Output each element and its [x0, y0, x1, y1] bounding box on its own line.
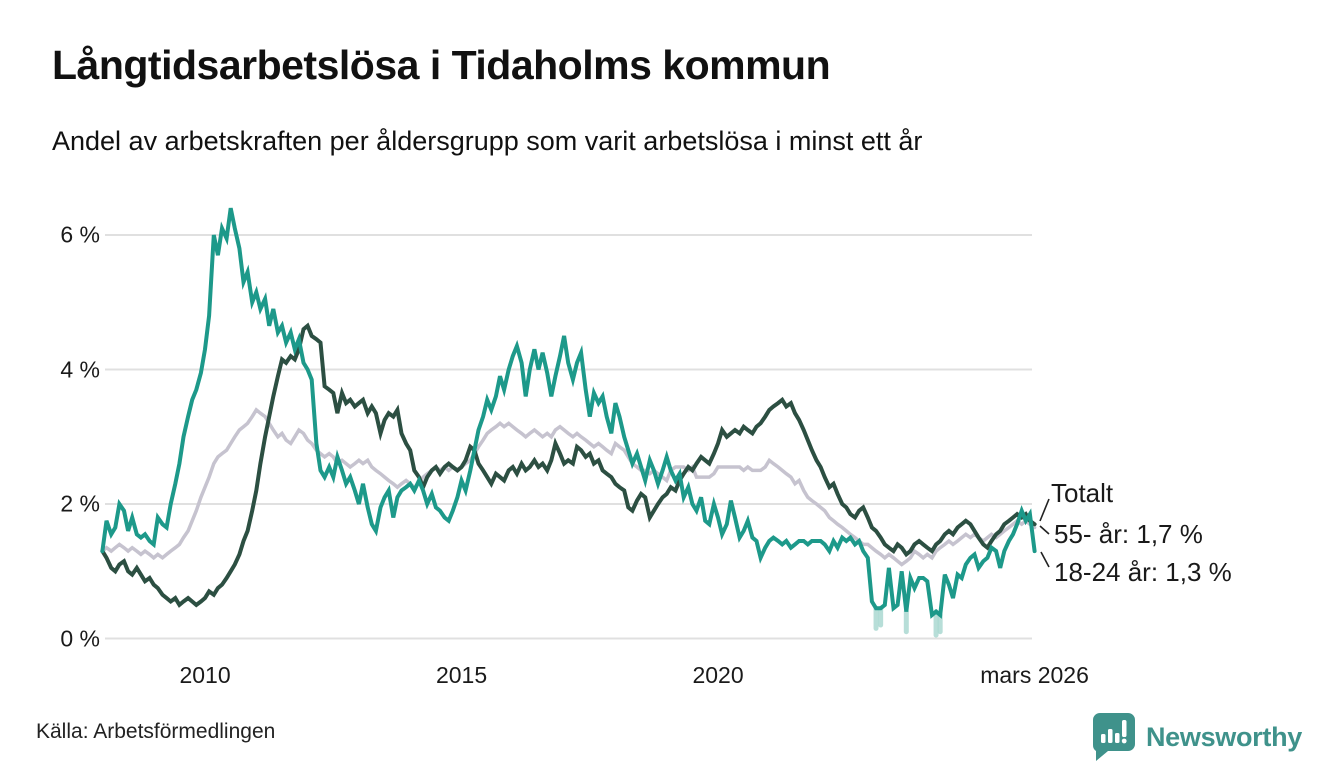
callout-label-18-24-ar: 18-24 år: 1,3 % — [1054, 557, 1232, 587]
page-title: Långtidsarbetslösa i Tidaholms kommun — [52, 42, 831, 88]
y-tick-0: 0 % — [60, 625, 100, 651]
callout-leader-line-2 — [1040, 551, 1050, 568]
callout-leader-line-0 — [1039, 498, 1050, 522]
y-tick-6: 6 % — [60, 221, 100, 248]
y-tick-4: 4 % — [60, 356, 100, 382]
series-line-55-r — [100, 322, 1037, 608]
source-note: Källa: Arbetsförmedlingen — [36, 720, 276, 743]
callout-label-55-ar: 55- år: 1,7 % — [1054, 519, 1203, 549]
x-tick-2015: 2015 — [435, 662, 488, 688]
x-tick-2020: 2020 — [692, 662, 744, 688]
newsworthy-logo-text: Newsworthy — [1145, 721, 1302, 752]
newsworthy-bar-chart-icon — [1092, 713, 1135, 761]
page-subtitle: Andel av arbetskraften per åldersgrupp s… — [52, 126, 923, 156]
callout-leader-line-1 — [1039, 525, 1050, 535]
x-tick-mars-2026: mars 2026 — [980, 662, 1089, 688]
y-tick-2: 2 % — [60, 490, 100, 517]
newsworthy-logo: Newsworthy — [1092, 712, 1302, 762]
series-line-totalt — [100, 407, 1037, 567]
x-tick-2010: 2010 — [179, 662, 231, 688]
series-line-18-24-r — [100, 207, 1037, 619]
callout-label-totalt: Totalt — [1051, 478, 1114, 508]
